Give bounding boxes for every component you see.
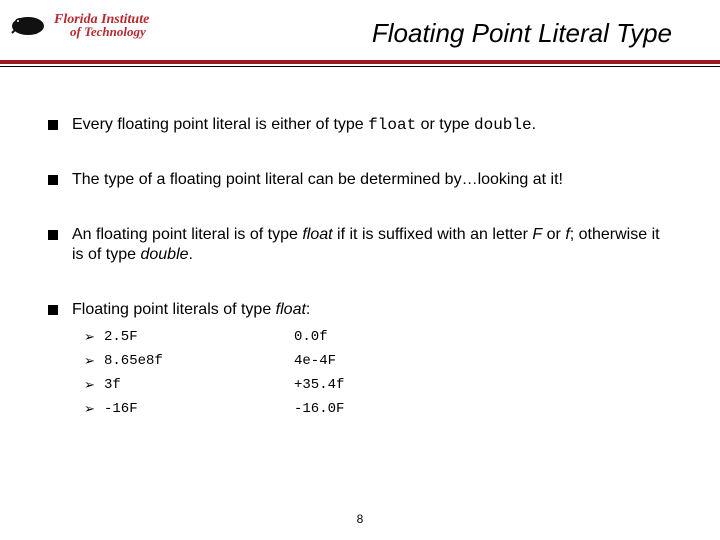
bullet-1-post: . [532,116,536,133]
example-row: ➢ 2.5F 0.0f [84,329,672,345]
example-b: 0.0f [294,329,328,345]
bullet-1-code1: float [368,116,416,134]
chevron-icon: ➢ [84,353,98,369]
bullet-3-em4: double [140,246,188,263]
bullet-4-pre: Floating point literals of type [72,301,276,318]
examples-list: ➢ 2.5F 0.0f ➢ 8.65e8f 4e-4F ➢ 3f +35.4f … [84,329,672,417]
example-row: ➢ 3f +35.4f [84,377,672,393]
bullet-3-post: . [189,246,193,263]
bullet-3-mid: if it is suffixed with an letter [333,226,533,243]
bullet-3-mid2: or [542,226,565,243]
example-a: 2.5F [104,329,294,345]
bullet-3-pre: An floating point literal is of type [72,226,302,243]
slide-title: Floating Point Literal Type [372,18,672,49]
bullet-2-text: The type of a floating point literal can… [72,170,672,191]
example-b: -16.0F [294,401,344,417]
chevron-icon: ➢ [84,377,98,393]
example-row: ➢ 8.65e8f 4e-4F [84,353,672,369]
example-a: 3f [104,377,294,393]
logo-text: Florida Institute of Technology [54,14,149,38]
example-b: 4e-4F [294,353,336,369]
bullet-3: An floating point literal is of type flo… [48,225,672,267]
institution-logo: Florida Institute of Technology [10,4,180,48]
chevron-icon: ➢ [84,401,98,417]
page-number: 8 [0,512,720,526]
slide-header: Florida Institute of Technology Floating… [0,0,720,60]
bullet-4-em1: float [276,301,306,318]
square-bullet-icon [48,120,58,130]
square-bullet-icon [48,175,58,185]
chevron-icon: ➢ [84,329,98,345]
title-rule-thick [0,60,720,64]
bullet-1: Every floating point literal is either o… [48,115,672,136]
example-row: ➢ -16F -16.0F [84,401,672,417]
bullet-1-mid: or type [416,116,474,133]
bullet-3-em1: float [302,226,332,243]
square-bullet-icon [48,230,58,240]
slide-content: Every floating point literal is either o… [0,67,720,417]
bullet-4-post: : [306,301,310,318]
square-bullet-icon [48,305,58,315]
example-a: 8.65e8f [104,353,294,369]
logo-line2: of Technology [70,26,149,38]
example-a: -16F [104,401,294,417]
panther-icon [10,13,50,39]
bullet-1-pre: Every floating point literal is either o… [72,116,368,133]
bullet-2: The type of a floating point literal can… [48,170,672,191]
example-b: +35.4f [294,377,344,393]
bullet-1-code2: double [474,116,532,134]
bullet-4: Floating point literals of type float: [48,300,672,321]
bullet-3-em2: F [532,226,542,243]
